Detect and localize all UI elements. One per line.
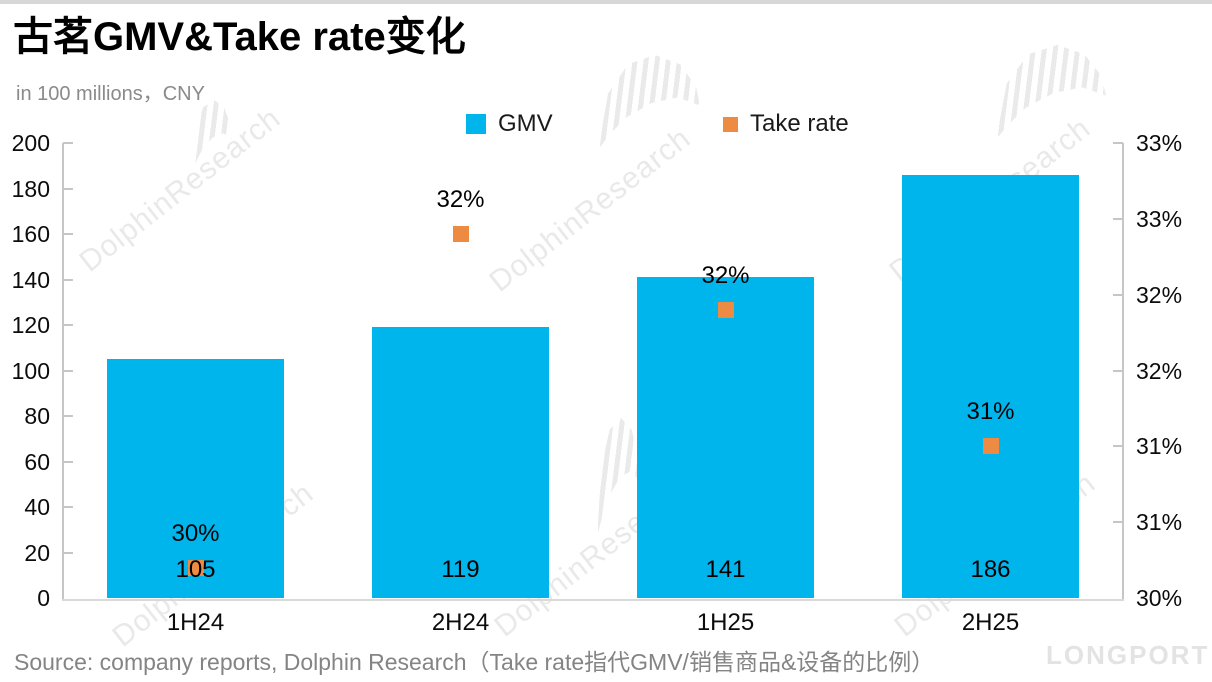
left-axis-tick [63, 142, 73, 144]
legend-item-gmv: GMV [466, 110, 553, 138]
legend-item-take-rate: Take rate [723, 110, 849, 138]
left-axis-tick [63, 278, 73, 281]
left-axis-label: 180 [11, 175, 50, 202]
left-axis-tick [63, 369, 73, 372]
right-axis-tick [1113, 369, 1123, 372]
source-note: Source: company reports, Dolphin Researc… [14, 649, 935, 675]
bar-value-label: 119 [441, 556, 480, 583]
gmv-bar [107, 359, 284, 598]
left-axis-tick [63, 460, 73, 463]
legend-label-gmv: GMV [498, 110, 553, 137]
take-rate-label: 31% [966, 398, 1015, 426]
right-axis-label: 32% [1136, 357, 1183, 384]
left-axis-tick [63, 233, 73, 235]
left-axis-label: 80 [24, 403, 50, 429]
x-axis-label: 2H25 [961, 609, 1020, 636]
left-axis-label: 40 [24, 494, 50, 520]
left-axis-label: 100 [11, 357, 50, 384]
take-rate-marker [982, 438, 999, 455]
right-axis-tick [1113, 293, 1123, 296]
take-rate-marker [717, 301, 734, 318]
x-axis-label: 1H25 [696, 609, 755, 636]
left-axis-label: 140 [11, 266, 50, 293]
right-axis-label: 33% [1136, 130, 1183, 156]
left-axis-line [62, 143, 64, 601]
top-border [0, 0, 1212, 4]
longport-watermark: LONGPORT [1046, 640, 1210, 670]
right-axis-label: 31% [1136, 433, 1183, 460]
left-axis-tick [63, 324, 73, 326]
left-axis-tick [63, 415, 73, 417]
left-axis-label: 200 [11, 130, 50, 156]
right-axis-line [1122, 143, 1124, 601]
take-rate-marker [187, 559, 204, 576]
gmv-bar [372, 327, 549, 598]
bar-value-label: 105 [175, 556, 216, 583]
x-axis-label: 1H24 [166, 609, 225, 636]
legend-label-take-rate: Take rate [750, 110, 849, 137]
unit-note: in 100 millions，CNY [16, 83, 205, 105]
chart-title: 古茗GMV&Take rate变化 [13, 15, 466, 59]
right-axis-label: 31% [1136, 509, 1183, 536]
right-axis-label: 33% [1136, 205, 1183, 232]
x-axis-line [62, 599, 1124, 601]
left-axis-tick [63, 187, 73, 190]
right-axis-tick [1113, 445, 1123, 448]
gmv-bar [637, 277, 814, 598]
x-axis-label: 2H24 [431, 609, 490, 636]
right-axis-label: 30% [1136, 585, 1183, 611]
legend: GMV Take rate [0, 110, 1212, 140]
take-rate-marker [452, 226, 469, 242]
take-rate-label: 32% [701, 261, 750, 289]
bar-value-label: 186 [970, 556, 1011, 583]
right-axis-label: 32% [1136, 281, 1183, 308]
right-axis-tick [1113, 142, 1123, 144]
left-axis-label: 60 [24, 448, 50, 475]
left-axis-tick [63, 506, 73, 508]
left-axis-label: 20 [24, 539, 50, 566]
right-axis-tick [1113, 521, 1123, 524]
left-axis-label: 160 [11, 221, 50, 247]
gmv-bar [902, 174, 1079, 598]
left-axis-label: 120 [11, 312, 50, 338]
bar-value-label: 141 [705, 556, 746, 583]
take-rate-label: 30% [171, 519, 220, 547]
left-axis-label: 0 [37, 585, 50, 611]
right-axis-tick [1113, 217, 1123, 220]
left-axis-tick [63, 551, 73, 554]
gmv-swatch-icon [466, 114, 486, 134]
take-rate-swatch-icon [723, 116, 738, 132]
take-rate-label: 32% [436, 186, 485, 213]
